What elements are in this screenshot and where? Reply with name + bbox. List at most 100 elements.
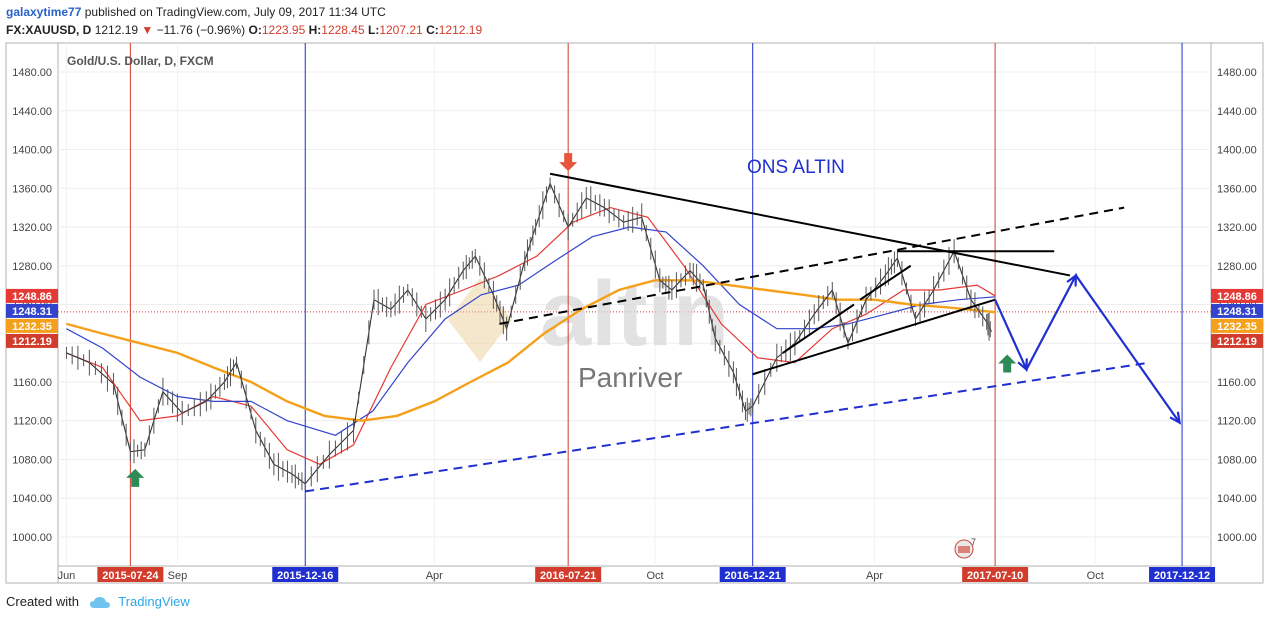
arrow-up-icon xyxy=(998,354,1017,373)
trendline xyxy=(752,298,996,376)
low-value: 1207.21 xyxy=(379,23,423,37)
price-tag-label: 1248.86 xyxy=(12,291,52,303)
price-tag-right xyxy=(1211,288,1263,303)
chart-title: Gold/U.S. Dollar, D, FXCM xyxy=(67,54,214,68)
y-tick-label-left: 1480.00 xyxy=(12,67,52,79)
y-tick-label-left: 1440.00 xyxy=(12,106,52,118)
ma-line xyxy=(66,206,996,465)
time-axis: Jun Sep Apr Oct Apr Oct 2015-07-24 2015-12-16 20… xyxy=(58,567,1216,582)
date-tag-label: 2015-07-24 xyxy=(102,570,159,582)
high-value: 1228.45 xyxy=(321,23,365,37)
price-tag-label: 1248.31 xyxy=(12,306,52,318)
dashed-trendline xyxy=(305,361,1150,493)
projection-path xyxy=(994,273,1181,424)
y-tick-label-right: 1440.00 xyxy=(1217,106,1257,118)
date-tag xyxy=(97,567,164,582)
flag-stripes xyxy=(958,546,970,553)
date-tag-label: 2016-07-21 xyxy=(540,570,596,582)
y-tick-label-right: 1160.00 xyxy=(1217,377,1256,389)
price-tag-right xyxy=(1211,318,1263,333)
event-count: 7 xyxy=(971,537,976,547)
price-tag-left xyxy=(6,333,58,348)
watermark: altin xyxy=(448,263,729,365)
ma-line xyxy=(66,279,996,422)
symbol-label: FX:XAUUSD, D xyxy=(6,23,92,37)
y-tick-label-right: 1400.00 xyxy=(1217,145,1257,157)
price-tag-label: 1212.19 xyxy=(12,336,52,348)
y-tick-label-left: 1160.00 xyxy=(13,377,52,389)
y-tick-label-left: 1000.00 xyxy=(12,532,52,544)
created-with-text: Created with xyxy=(6,594,79,609)
price-series xyxy=(65,177,992,491)
author-link[interactable]: galaxytime77 xyxy=(6,5,82,19)
price-tags: 1248.86 1248.86 1248.31 1248.31 1232.35 1232.… xyxy=(6,288,1263,348)
arrow-up-icon xyxy=(126,468,145,487)
x-tick-label: Sep xyxy=(168,570,188,582)
y-tick-label-left: 1280.00 xyxy=(12,261,52,273)
projection-arrowhead xyxy=(1017,358,1028,372)
trendline xyxy=(782,303,855,354)
x-tick-label: Oct xyxy=(646,570,663,582)
y-tick-label-right: 1000.00 xyxy=(1217,532,1257,544)
date-tag xyxy=(535,567,602,582)
date-tag-label: 2015-12-16 xyxy=(277,570,333,582)
arrow-down-icon xyxy=(559,153,578,172)
ohlc-line: FX:XAUUSD, D 1212.19 ▼ −11.76 (−0.96%) O… xyxy=(6,22,1264,38)
watermark-logo-shape xyxy=(448,278,512,362)
price-chart[interactable]: altin Gold/U.S. Dollar, D, FXCM ONS ALTI… xyxy=(0,0,1270,590)
annotation-ons-altin: ONS ALTIN xyxy=(747,157,845,178)
publish-line: galaxytime77 published on TradingView.co… xyxy=(6,4,1264,20)
price-tag-label: 1232.35 xyxy=(1217,321,1257,333)
x-tick-label: Apr xyxy=(426,570,443,582)
open-value: 1223.95 xyxy=(261,23,306,37)
y-tick-label-right: 1040.00 xyxy=(1217,493,1257,505)
projection-arrowhead xyxy=(1169,411,1182,425)
y-tick-label-left: 1080.00 xyxy=(12,454,52,466)
earnings-flag[interactable]: 7 xyxy=(954,537,976,559)
price-tag-label: 1212.19 xyxy=(1217,336,1257,348)
price-tag-label: 1232.35 xyxy=(12,321,52,333)
projection-arrowhead xyxy=(1066,273,1078,287)
trendline xyxy=(549,172,1071,277)
y-tick-label-left: 1320.00 xyxy=(12,222,52,234)
date-tag xyxy=(719,567,786,582)
low-label: L: xyxy=(368,23,380,37)
x-tick-label: Oct xyxy=(1087,570,1104,582)
y-tick-label-left: 1040.00 xyxy=(12,493,52,505)
price-tag-right xyxy=(1211,303,1263,318)
date-tag-label: 2017-12-12 xyxy=(1154,570,1210,582)
x-tick-label: Jun xyxy=(58,570,76,582)
y-tick-label-left: 1360.00 xyxy=(12,183,52,195)
y-tick-label-left: 1120.00 xyxy=(13,416,52,428)
open-label: O: xyxy=(248,23,262,37)
price-tag-left xyxy=(6,303,58,318)
dashed-trendline xyxy=(499,206,1125,325)
price-tag-left xyxy=(6,318,58,333)
trendline xyxy=(859,264,912,301)
y-tick-label-right: 1360.00 xyxy=(1217,183,1257,195)
y-tick-label-right: 1320.00 xyxy=(1217,222,1257,234)
date-tag-label: 2017-07-10 xyxy=(967,570,1023,582)
trend-drawings xyxy=(305,172,1182,493)
date-tag-label: 2016-12-21 xyxy=(725,570,781,582)
x-tick-label: Apr xyxy=(866,570,883,582)
y-tick-label-right: 1280.00 xyxy=(1217,261,1257,273)
price-tag-left xyxy=(6,288,58,303)
high-label: H: xyxy=(308,23,322,37)
change-down-icon: ▼ xyxy=(141,23,154,37)
price-tag-right xyxy=(1211,333,1263,348)
y-tick-label-right: 1120.00 xyxy=(1217,416,1256,428)
time-axis-panel xyxy=(57,565,1212,584)
y-tick-label-left: 1400.00 xyxy=(12,145,52,157)
tradingview-link[interactable]: TradingView xyxy=(118,594,190,609)
change-value: −11.76 (−0.96%) xyxy=(156,23,246,37)
annotation-panriver: Panriver xyxy=(578,362,682,393)
cloud-icon xyxy=(89,597,110,609)
last-price: 1212.19 xyxy=(94,23,139,37)
close-label: C: xyxy=(426,23,439,37)
chart-text: Gold/U.S. Dollar, D, FXCM ONS ALTIN Panr… xyxy=(67,54,845,393)
y-tick-label-right: 1080.00 xyxy=(1217,454,1257,466)
published-text: published on TradingView.com, July 09, 2… xyxy=(84,5,386,19)
date-tag xyxy=(272,567,339,582)
chart-header: galaxytime77 published on TradingView.co… xyxy=(6,4,1264,38)
